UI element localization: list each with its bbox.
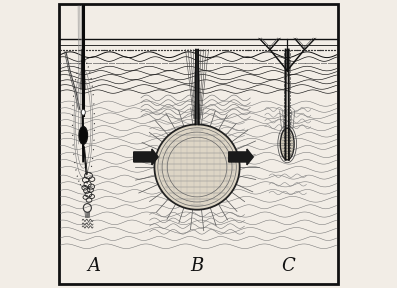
Text: C: C — [281, 257, 295, 275]
Text: A: A — [87, 257, 100, 275]
FancyArrow shape — [134, 149, 158, 165]
FancyArrow shape — [229, 149, 253, 165]
Ellipse shape — [81, 109, 85, 115]
Circle shape — [154, 124, 240, 210]
Ellipse shape — [79, 126, 88, 144]
FancyBboxPatch shape — [59, 4, 338, 284]
Ellipse shape — [280, 128, 294, 160]
Text: B: B — [191, 257, 204, 275]
